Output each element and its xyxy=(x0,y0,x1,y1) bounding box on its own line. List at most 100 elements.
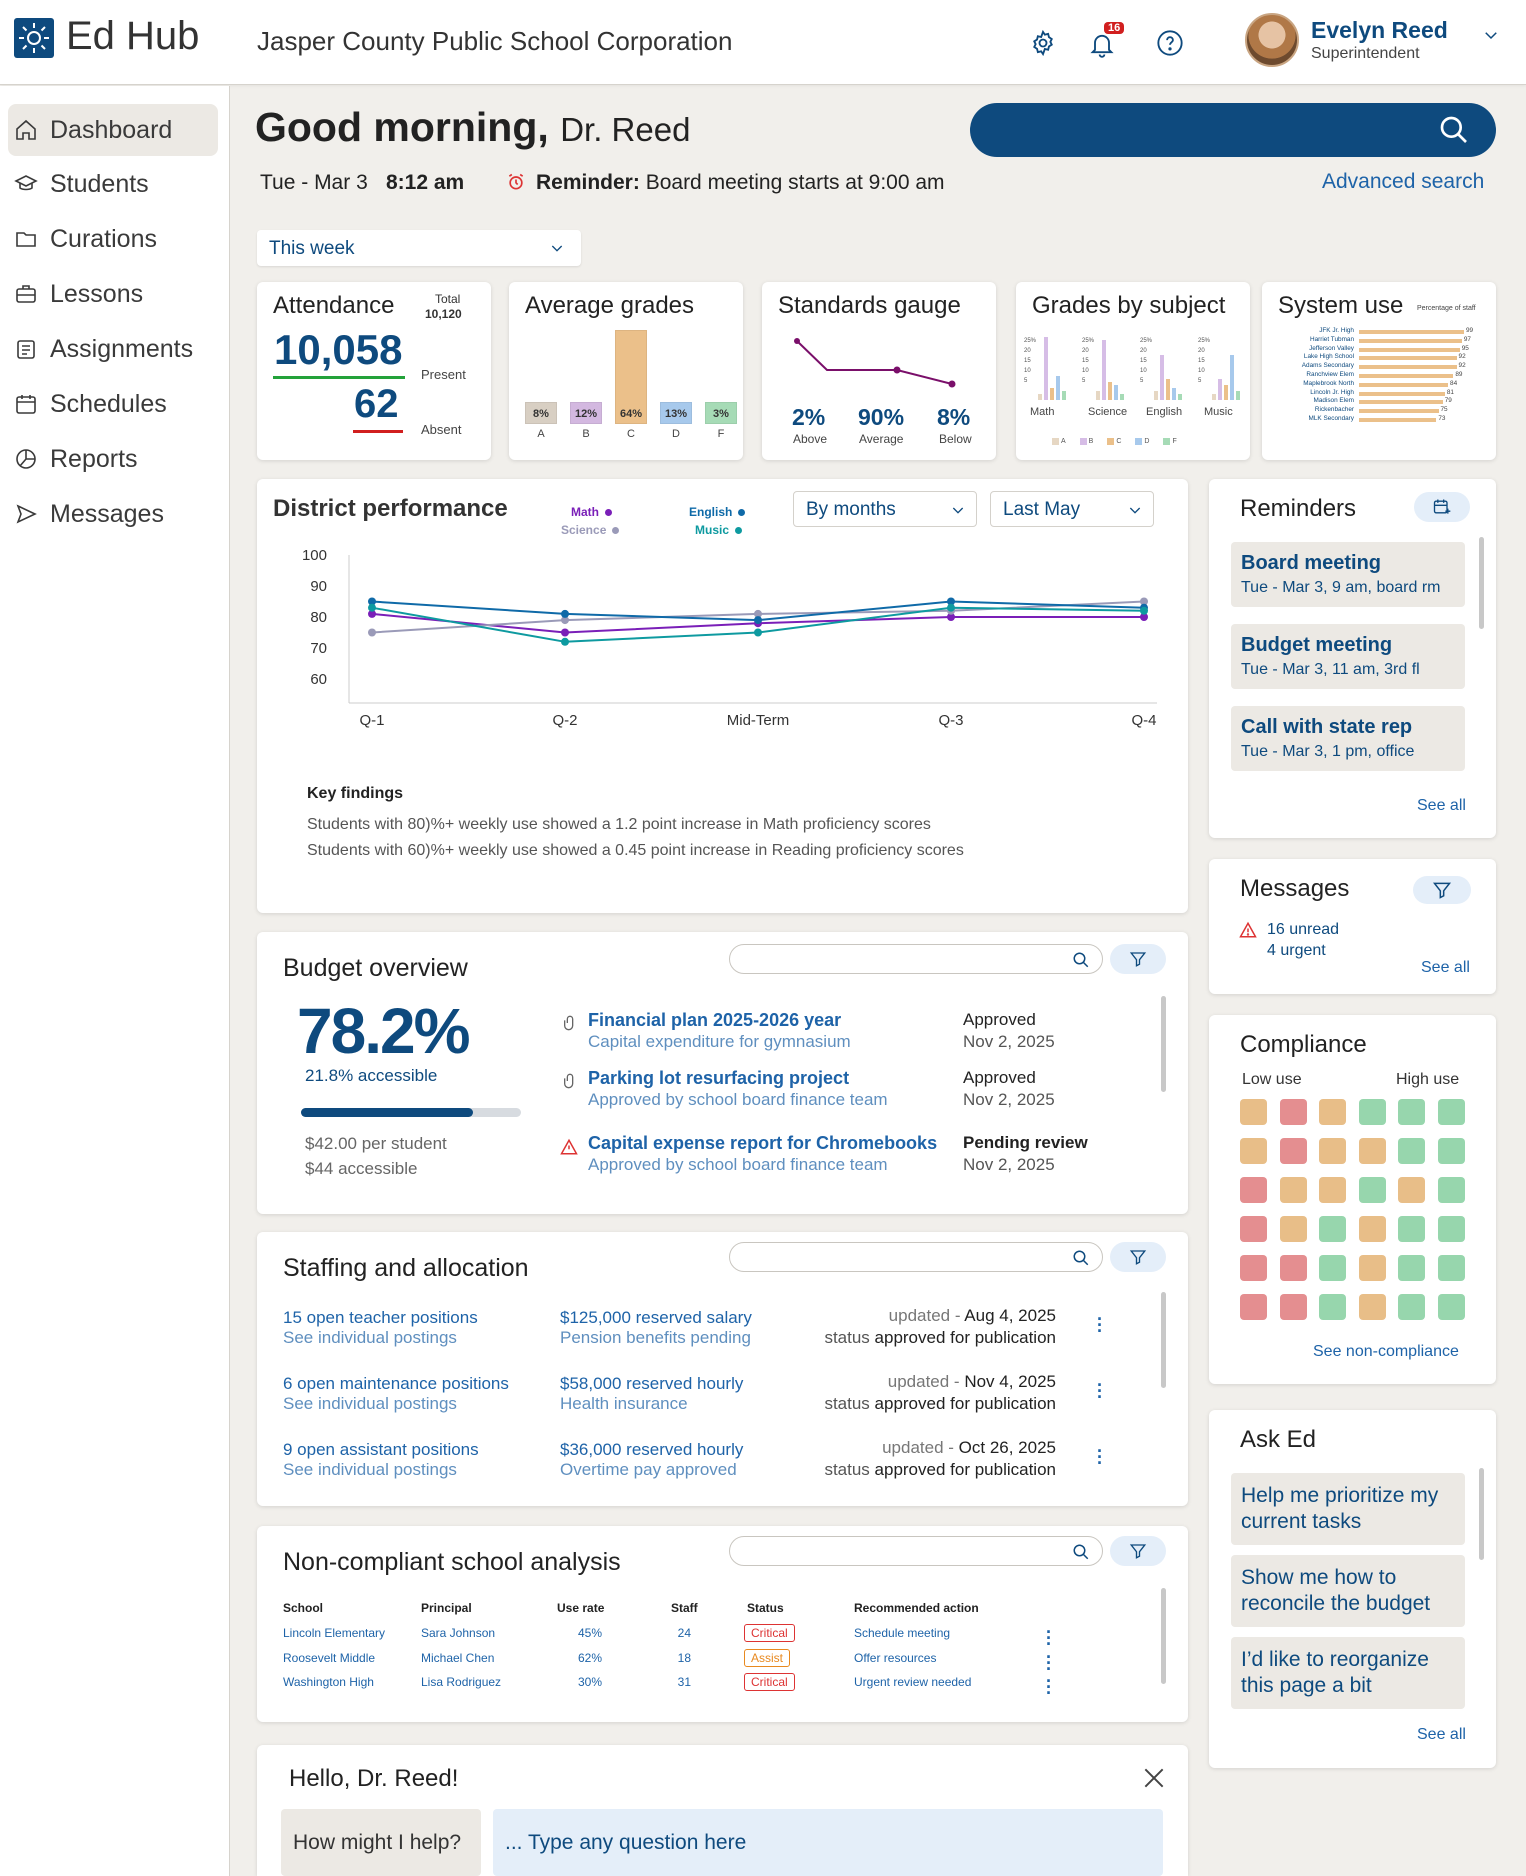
budget-filter-button[interactable] xyxy=(1110,944,1166,974)
budget-search-input[interactable] xyxy=(729,944,1103,974)
compliance-cell[interactable] xyxy=(1240,1255,1267,1281)
scrollbar[interactable] xyxy=(1479,537,1484,629)
kebab-menu-button[interactable]: · · · xyxy=(1097,1441,1103,1473)
staff-positions-link[interactable]: 15 open teacher positions xyxy=(283,1308,478,1327)
staffing-search-input[interactable] xyxy=(729,1242,1103,1272)
avatar[interactable] xyxy=(1245,13,1299,67)
staff-postings-link[interactable]: See individual postings xyxy=(283,1460,457,1479)
staffing-filter-button[interactable] xyxy=(1110,1242,1166,1272)
scrollbar[interactable] xyxy=(1479,1468,1484,1560)
compliance-cell[interactable] xyxy=(1398,1216,1425,1242)
compliance-cell[interactable] xyxy=(1240,1177,1267,1203)
ask-suggestion[interactable]: Show me how to reconcile the budget xyxy=(1231,1555,1465,1627)
scrollbar[interactable] xyxy=(1161,1588,1166,1684)
notifications-button[interactable]: 16 xyxy=(1086,22,1125,60)
nav-dashboard[interactable]: Dashboard xyxy=(8,104,218,156)
compliance-cell[interactable] xyxy=(1279,1099,1307,1125)
messages-filter-button[interactable] xyxy=(1413,876,1471,904)
attendance-card[interactable]: Attendance Total 10,120 10,058 Present 6… xyxy=(257,282,491,460)
advanced-search-link[interactable]: Advanced search xyxy=(1322,170,1485,193)
reminders-see-all[interactable]: See all xyxy=(1417,797,1466,814)
nav-schedules[interactable]: Schedules xyxy=(8,378,218,430)
search-input[interactable] xyxy=(970,103,1496,157)
compliance-cell[interactable] xyxy=(1398,1177,1425,1203)
staff-positions-link[interactable]: 9 open assistant positions xyxy=(283,1440,479,1459)
compliance-cell[interactable] xyxy=(1358,1099,1386,1125)
compliance-cell[interactable] xyxy=(1398,1138,1425,1164)
table-cell-action[interactable]: Urgent review needed xyxy=(854,1675,972,1689)
compliance-cell[interactable] xyxy=(1437,1216,1465,1242)
chat-input[interactable]: ... Type any question here xyxy=(493,1809,1163,1876)
budget-item-title[interactable]: Financial plan 2025-2026 year xyxy=(588,1010,842,1030)
nav-reports[interactable]: Reports xyxy=(8,433,218,485)
system-use-card[interactable]: System use Percentage of staff JFK Jr. H… xyxy=(1262,282,1496,460)
ask-suggestion[interactable]: I’d like to reorganize this page a bit xyxy=(1231,1637,1465,1709)
compliance-cell[interactable] xyxy=(1358,1177,1386,1203)
compliance-cell[interactable] xyxy=(1279,1138,1307,1164)
user-name[interactable]: Evelyn Reed xyxy=(1311,17,1448,43)
compliance-cell[interactable] xyxy=(1437,1294,1465,1320)
noncomp-filter-button[interactable] xyxy=(1110,1536,1166,1566)
urgent-count[interactable]: 4 urgent xyxy=(1267,942,1326,959)
compliance-cell[interactable] xyxy=(1398,1255,1425,1281)
compliance-cell[interactable] xyxy=(1358,1216,1386,1242)
by-months-select[interactable]: By months xyxy=(793,491,977,527)
nav-students[interactable]: Students xyxy=(8,158,218,210)
nav-messages[interactable]: Messages xyxy=(8,488,218,540)
compliance-cell[interactable] xyxy=(1319,1138,1346,1164)
noncomp-search-input[interactable] xyxy=(729,1536,1103,1566)
budget-item-title[interactable]: Parking lot resurfacing project xyxy=(588,1068,850,1088)
compliance-cell[interactable] xyxy=(1240,1216,1267,1242)
ask-suggestion[interactable]: Help me prioritize my current tasks xyxy=(1231,1473,1465,1545)
messages-see-all[interactable]: See all xyxy=(1421,959,1470,976)
compliance-cell[interactable] xyxy=(1437,1177,1465,1203)
compliance-cell[interactable] xyxy=(1319,1177,1346,1203)
kebab-menu-button[interactable]: · · · xyxy=(1046,1646,1052,1679)
compliance-cell[interactable] xyxy=(1279,1216,1307,1242)
table-cell-school[interactable]: Washington High xyxy=(283,1675,374,1689)
nav-curations[interactable]: Curations xyxy=(8,213,218,265)
budget-item-title[interactable]: Capital expense report for Chromebooks xyxy=(588,1133,938,1153)
compliance-cell[interactable] xyxy=(1319,1216,1346,1242)
table-cell-action[interactable]: Schedule meeting xyxy=(854,1626,951,1640)
compliance-cell[interactable] xyxy=(1279,1294,1307,1320)
compliance-cell[interactable] xyxy=(1279,1255,1307,1281)
staff-positions-link[interactable]: 6 open maintenance positions xyxy=(283,1374,509,1393)
compliance-cell[interactable] xyxy=(1319,1099,1346,1125)
scrollbar[interactable] xyxy=(1161,1292,1166,1388)
kebab-menu-button[interactable]: · · · xyxy=(1046,1671,1052,1703)
compliance-cell[interactable] xyxy=(1319,1255,1346,1281)
period-select[interactable]: This week xyxy=(257,230,581,266)
close-icon[interactable] xyxy=(1141,1765,1167,1791)
compliance-cell[interactable] xyxy=(1240,1138,1267,1164)
kebab-menu-button[interactable]: · · · xyxy=(1046,1622,1052,1654)
user-menu-button[interactable] xyxy=(1480,24,1502,46)
compliance-cell[interactable] xyxy=(1437,1138,1465,1164)
range-select[interactable]: Last May xyxy=(990,491,1154,527)
nav-lessons[interactable]: Lessons xyxy=(8,268,218,320)
compliance-cell[interactable] xyxy=(1279,1177,1307,1203)
help-button[interactable] xyxy=(1155,28,1185,58)
table-cell-action[interactable]: Offer resources xyxy=(854,1650,937,1665)
compliance-cell[interactable] xyxy=(1398,1099,1425,1125)
staff-postings-link[interactable]: See individual postings xyxy=(283,1394,457,1413)
compliance-cell[interactable] xyxy=(1437,1099,1465,1125)
search-icon[interactable] xyxy=(1438,114,1470,146)
compliance-cell[interactable] xyxy=(1437,1255,1465,1281)
table-cell-school[interactable]: Roosevelt Middle xyxy=(283,1650,376,1665)
nav-assignments[interactable]: Assignments xyxy=(8,323,218,375)
kebab-menu-button[interactable]: · · · xyxy=(1097,1375,1103,1407)
compliance-cell[interactable] xyxy=(1398,1294,1425,1320)
reminder-item[interactable]: Call with state rep Tue - Mar 3, 1 pm, of… xyxy=(1231,706,1465,771)
add-reminder-button[interactable] xyxy=(1414,492,1470,522)
table-cell-school[interactable]: Lincoln Elementary xyxy=(283,1626,386,1640)
see-non-compliance-link[interactable]: See non-compliance xyxy=(1313,1343,1459,1360)
compliance-cell[interactable] xyxy=(1358,1294,1386,1320)
reminder-item[interactable]: Board meeting Tue - Mar 3, 9 am, board rm xyxy=(1231,542,1465,607)
compliance-cell[interactable] xyxy=(1358,1255,1386,1281)
standards-gauge-card[interactable]: Standards gauge 2% Above 90% Average 8% … xyxy=(762,282,996,460)
reminder-item[interactable]: Budget meeting Tue - Mar 3, 11 am, 3rd fl xyxy=(1231,624,1465,689)
staff-postings-link[interactable]: See individual postings xyxy=(283,1328,457,1347)
unread-count[interactable]: 16 unread xyxy=(1267,921,1340,938)
grades-by-subject-card[interactable]: Grades by subject 25% 20 15 10 5 Math 25% 20 15 1… xyxy=(1016,282,1250,460)
